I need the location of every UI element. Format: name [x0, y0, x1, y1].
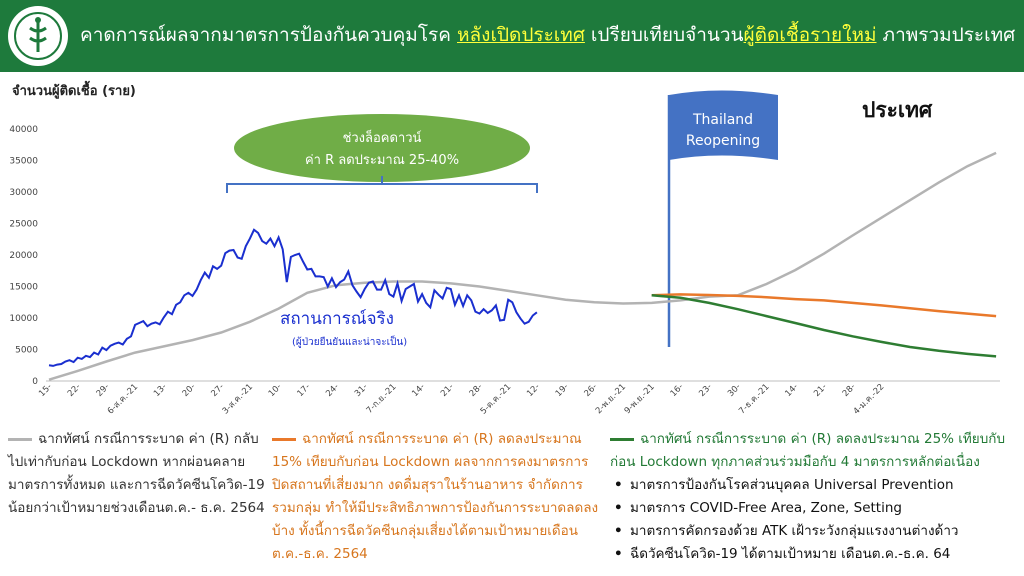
x-tick-label: 27-	[209, 382, 226, 399]
y-axis-ticks: 0 5000 10000 15000 20000 25000 30000 35000 40000	[9, 125, 38, 387]
actual-series-label: สถานการณ์จริง	[280, 309, 394, 329]
x-tick-label: 21-	[439, 382, 456, 399]
x-tick-label: 9-พ.ย.-21	[623, 382, 657, 416]
list-item: ฉีดวัคซีนโควิด-19 ได้ตามเป้าหมาย เดือนต.…	[610, 543, 1020, 566]
list-item: มาตรการป้องกันโรคส่วนบุคคล Universal Pre…	[610, 474, 1020, 497]
x-tick-label: 16-	[669, 382, 686, 399]
series-line-green	[651, 294, 997, 358]
x-tick-label: 28-	[841, 382, 858, 399]
y-tick-label: 25000	[9, 220, 38, 230]
y-tick-label: 35000	[9, 157, 38, 167]
y-tick-label: 10000	[9, 314, 38, 324]
legend-green-scenario: ฉากทัศน์ กรณีการระบาด ค่า (R) ลดลงประมาณ…	[610, 428, 1020, 566]
y-tick-label: 0	[32, 377, 38, 387]
page-title: คาดการณ์ผลจากมาตรการป้องกันควบคุมโรค หลั…	[80, 24, 1016, 46]
x-tick-label: 29-	[95, 382, 112, 399]
x-tick-label: 20-	[181, 382, 198, 399]
x-tick-label: 17-	[296, 382, 313, 399]
y-tick-label: 20000	[9, 251, 38, 261]
list-item: มาตรการคัดกรองด้วย ATK เฝ้าระวังกลุ่มแรง…	[610, 520, 1020, 543]
actual-series-sublabel: (ผู้ป่วยยืนยันและน่าจะเป็น)	[292, 334, 407, 348]
flag-label-line2: Reopening	[686, 133, 760, 149]
x-tick-label: 5-ต.ค.-21	[479, 382, 514, 417]
x-tick-label: 6-ส.ค.-21	[106, 382, 140, 416]
lockdown-label-line2: ค่า R ลดประมาณ 25-40%	[305, 153, 459, 168]
x-tick-label: 22-	[66, 382, 83, 399]
green-swatch-icon	[610, 437, 634, 441]
title-highlight-reopening: หลังเปิดประเทศ	[457, 24, 585, 46]
legend-orange-scenario: ฉากทัศน์ กรณีการระบาด ค่า (R) ลดลงประมาณ…	[272, 428, 600, 566]
x-tick-label: 3-ส.ค.-21	[221, 382, 255, 416]
reopening-flag	[669, 90, 778, 160]
x-tick-label: 10-	[267, 382, 284, 399]
list-item: มาตรการ COVID-Free Area, Zone, Setting	[610, 497, 1020, 520]
y-axis-title: จำนวนผู้ติดเชื้อ (ราย)	[12, 80, 136, 99]
x-tick-label: 7-ธ.ค.-21	[737, 382, 771, 416]
lockdown-bubble	[234, 114, 530, 182]
header-banner: คาดการณ์ผลจากมาตรการป้องกันควบคุมโรค หลั…	[0, 0, 1024, 72]
title-highlight-new-cases: ผู้ติดเชื้อรายใหม่	[743, 24, 877, 46]
series-line-actual	[48, 228, 538, 367]
x-axis-ticks: 15- 22- 29-6-ส.ค.-21 13- 20- 27-3-ส.ค.-21 10- 1…	[37, 382, 886, 417]
x-tick-label: 28-	[468, 382, 485, 399]
lockdown-label-line1: ช่วงล็อคดาวน์	[343, 128, 422, 146]
x-tick-label: 26-	[583, 382, 600, 399]
region-label: ประเทศ	[862, 98, 933, 122]
x-tick-label: 24-	[324, 382, 341, 399]
green-measures-list: มาตรการป้องกันโรคส่วนบุคคล Universal Pre…	[610, 474, 1020, 566]
x-tick-label: 7-ก.ย.-21	[365, 382, 399, 416]
x-tick-label: 21-	[812, 382, 829, 399]
ministry-logo-icon	[8, 6, 68, 66]
series-line-gray	[48, 151, 997, 381]
x-tick-label: 4-ม.ค.-22	[852, 382, 887, 417]
flag-label-line1: Thailand	[692, 112, 753, 128]
x-tick-label: 13-	[152, 382, 169, 399]
y-tick-label: 40000	[9, 125, 38, 135]
series-line-orange	[651, 293, 997, 318]
legend-green-text: ฉากทัศน์ กรณีการระบาด ค่า (R) ลดลงประมาณ…	[610, 431, 1006, 470]
legend-orange-text: ฉากทัศน์ กรณีการระบาด ค่า (R) ลดลงประมาณ…	[272, 431, 599, 562]
y-tick-label: 5000	[15, 346, 38, 356]
x-tick-label: 2-พ.ย.-21	[594, 382, 628, 416]
x-tick-label: 12-	[525, 382, 542, 399]
x-tick-label: 14-	[410, 382, 427, 399]
x-tick-label: 14-	[783, 382, 800, 399]
forecast-chart: จำนวนผู้ติดเชื้อ (ราย) 0 5000 10000 15000 20…	[9, 80, 1000, 417]
x-tick-label: 19-	[554, 382, 571, 399]
orange-swatch-icon	[272, 437, 296, 441]
x-tick-label: 23-	[697, 382, 714, 399]
y-tick-label: 15000	[9, 283, 38, 293]
x-tick-label: 15-	[37, 382, 54, 399]
x-tick-label: 31-	[353, 382, 370, 399]
lockdown-bracket	[226, 176, 538, 193]
gray-swatch-icon	[8, 437, 32, 441]
y-tick-label: 30000	[9, 188, 38, 198]
x-tick-label: 30-	[726, 382, 743, 399]
legend-gray-text: ฉากทัศน์ กรณีการระบาด ค่า (R) กลับไปเท่า…	[8, 431, 265, 516]
legend-gray-scenario: ฉากทัศน์ กรณีการระบาด ค่า (R) กลับไปเท่า…	[8, 428, 270, 520]
